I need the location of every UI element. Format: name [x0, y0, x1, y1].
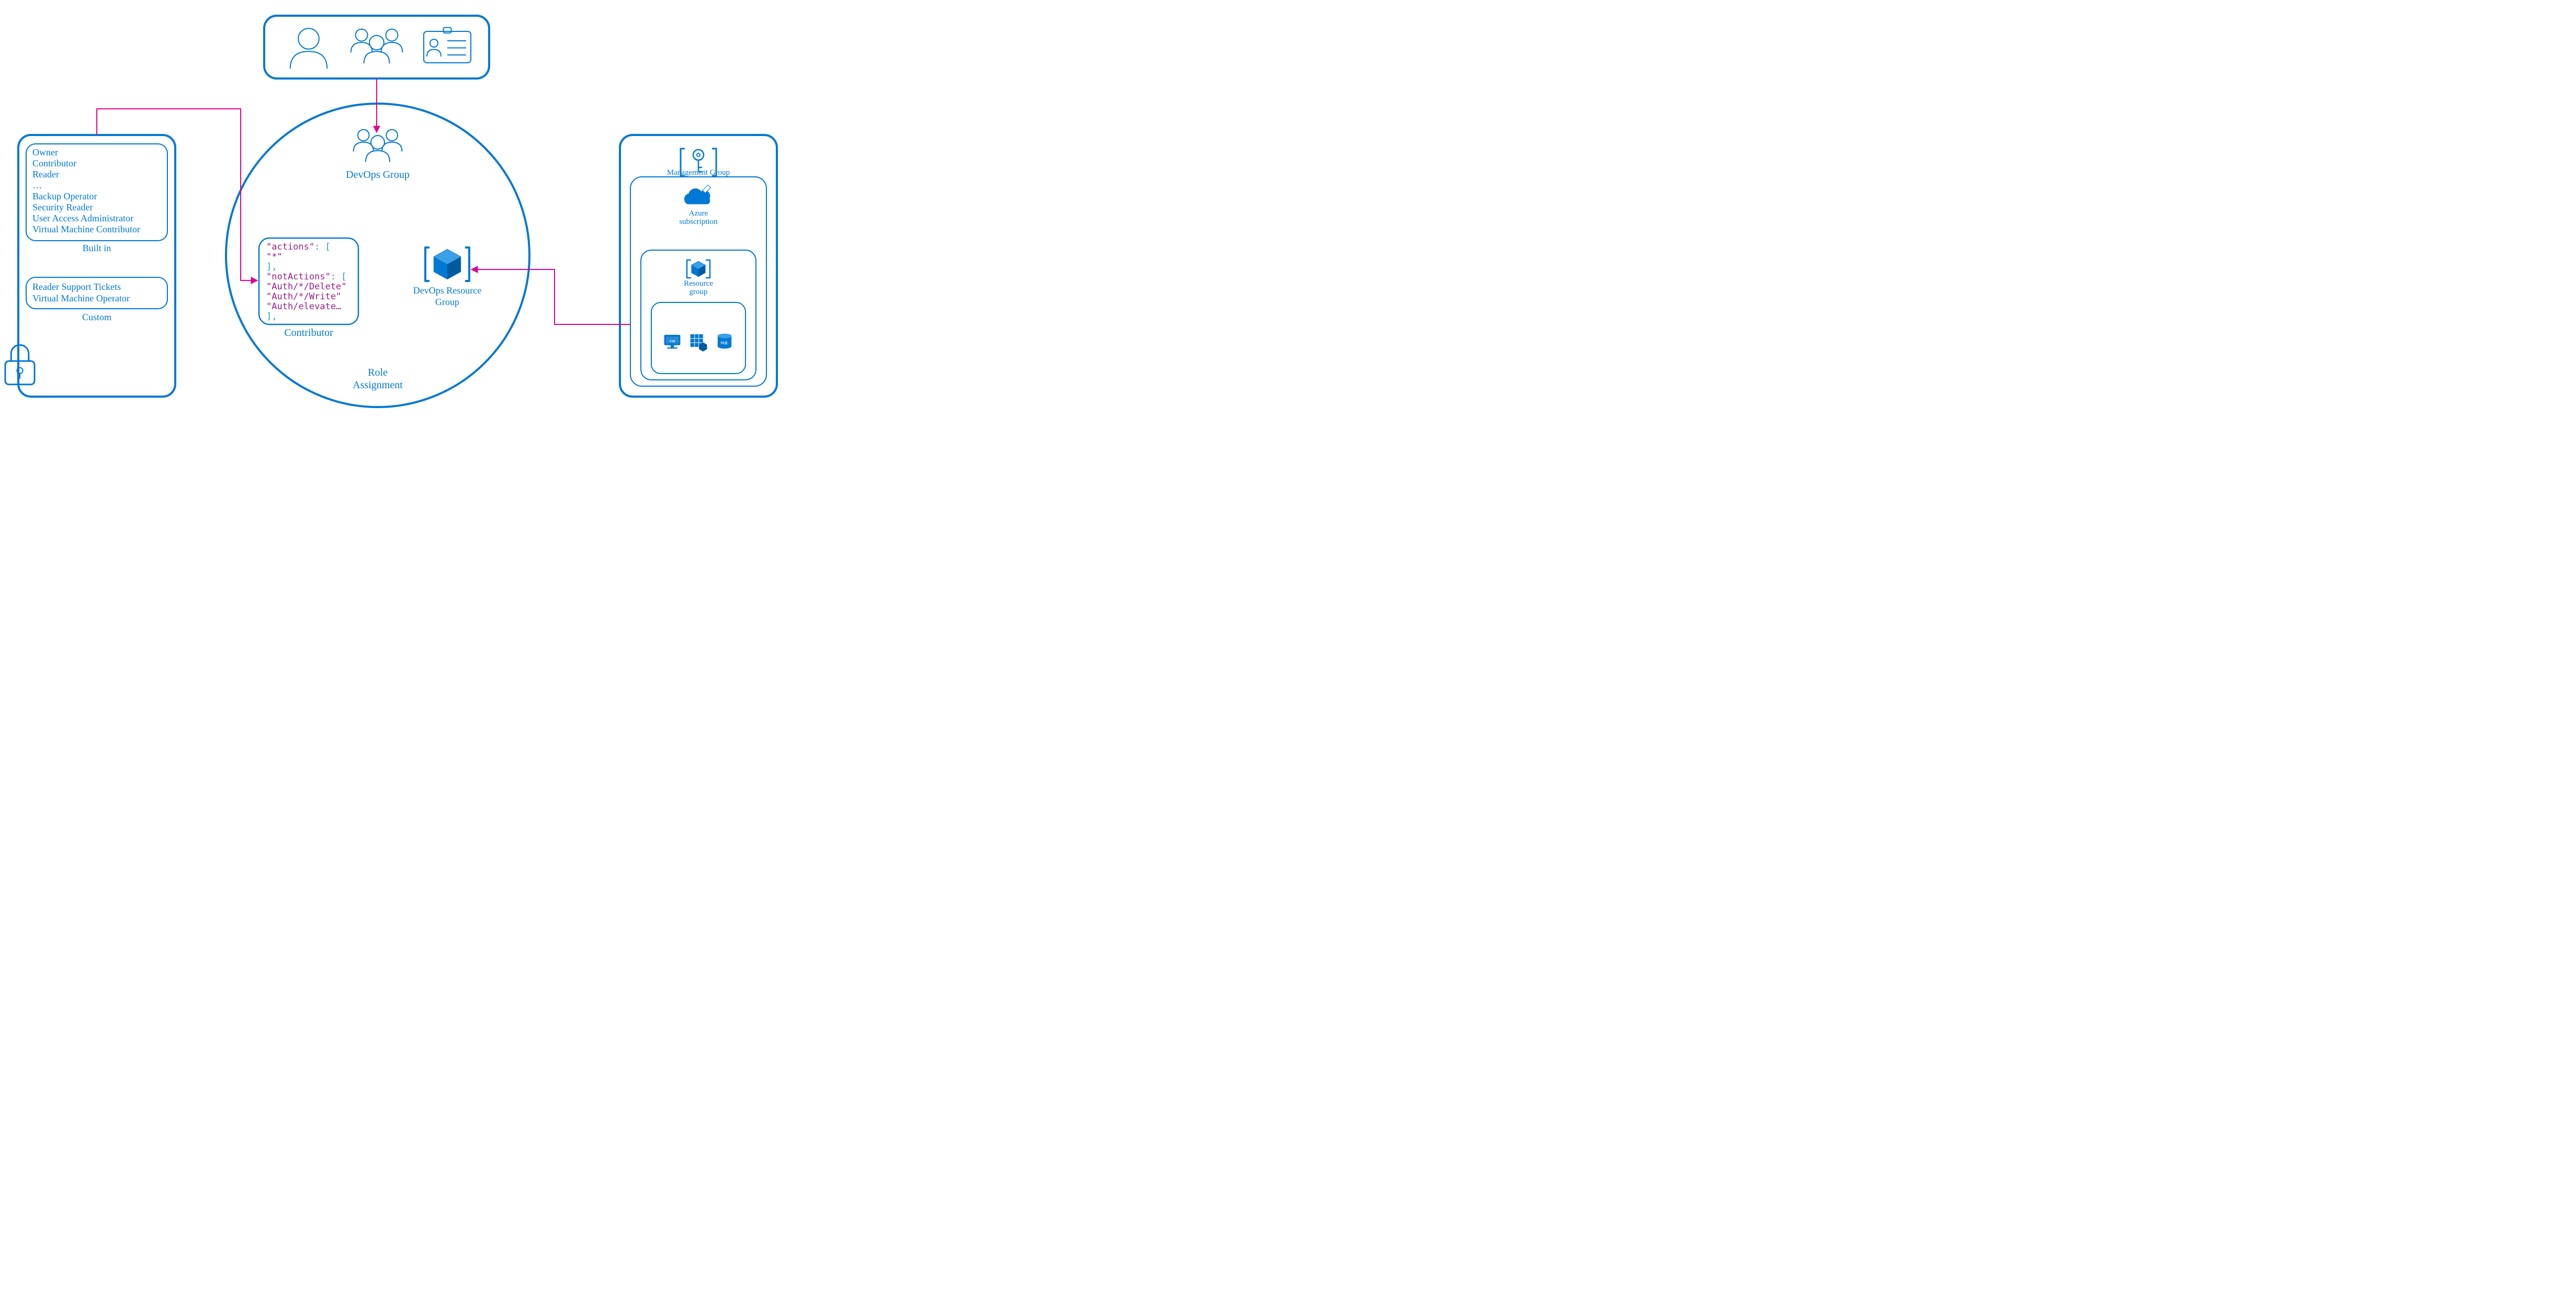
scopes-panel: Management Group Azuresubscription Resourc… [620, 135, 777, 397]
lock-icon [5, 345, 35, 385]
devops-group-icon [354, 130, 402, 162]
builtin-role: Reader [32, 169, 59, 179]
group-icon [351, 29, 403, 64]
builtin-label: Built in [83, 243, 111, 253]
roles-panel: OwnerContributorReader…Backup OperatorSe… [18, 135, 175, 397]
user-icon [290, 28, 327, 69]
devops-resource-group-icon [425, 247, 469, 281]
code-line: ], [266, 311, 277, 322]
code-line: "Auth/*/Write" [266, 291, 341, 302]
code-line: "actions": [ [266, 242, 331, 252]
resource-group-label: group [690, 288, 708, 296]
mgmt-group-label: Management Group [667, 168, 730, 177]
sql-icon: SQL [718, 334, 731, 349]
custom-label: Custom [82, 312, 111, 322]
vm-icon: VM [664, 335, 681, 348]
builtin-role: Security Reader [32, 202, 93, 212]
code-line: "Auth/elevate… [266, 301, 341, 312]
builtin-role: Owner [32, 147, 58, 157]
builtin-role: … [32, 180, 42, 190]
id-card-icon [424, 28, 471, 63]
code-line: "*" [266, 252, 283, 262]
custom-role: Virtual Machine Operator [32, 293, 130, 303]
scopes-to-rg [471, 269, 630, 324]
builtin-role: Virtual Machine Contributor [32, 224, 140, 234]
code-line: "notActions": [ [266, 272, 347, 282]
resource-group-icon [687, 260, 710, 278]
role-assignment-label: Role [368, 367, 388, 378]
svg-text:VM: VM [670, 340, 676, 343]
devops-group-label: DevOps Group [346, 169, 410, 181]
subscription-label: subscription [679, 218, 718, 226]
contributor-label: Contributor [284, 327, 333, 339]
storage-icon [691, 334, 707, 352]
devops-rg-label: Group [435, 297, 459, 307]
builtin-role: Contributor [32, 158, 76, 168]
role-assignment-label: Assignment [353, 379, 403, 391]
svg-text:SQL: SQL [720, 341, 728, 345]
custom-role: Reader Support Tickets [32, 282, 121, 292]
subscription-label: Azure [689, 209, 708, 218]
builtin-role: Backup Operator [32, 191, 97, 201]
azure-subscription-icon [684, 185, 710, 204]
devops-rg-label: DevOps Resource [413, 285, 481, 296]
builtin-role: User Access Administrator [32, 213, 133, 223]
contributor-box: "actions": [ "*"],"notActions": [ "Auth/… [259, 238, 358, 324]
code-line: "Auth/*/Delete" [266, 282, 347, 292]
resource-group-label: Resource [684, 279, 713, 288]
code-line: ], [266, 262, 277, 272]
identities-panel [264, 16, 489, 78]
